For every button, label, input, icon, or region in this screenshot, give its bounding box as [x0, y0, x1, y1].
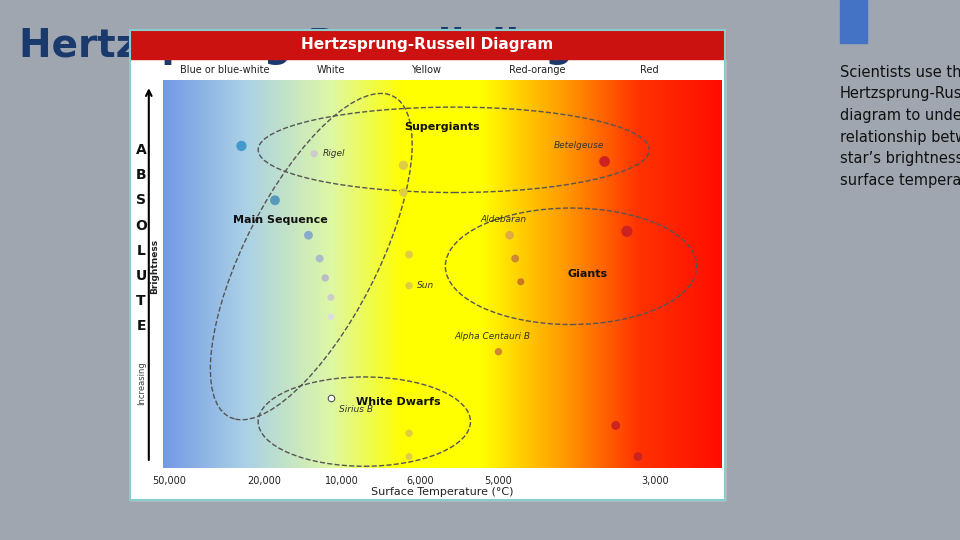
- Text: Main Sequence: Main Sequence: [233, 215, 328, 225]
- Text: Yellow: Yellow: [411, 65, 441, 75]
- Bar: [130, 30, 725, 59]
- Text: Aldebaran: Aldebaran: [481, 215, 527, 224]
- Point: [508, 254, 523, 263]
- Point: [324, 313, 339, 321]
- Text: S: S: [136, 193, 146, 207]
- Text: Giants: Giants: [567, 269, 608, 279]
- Text: Brightness: Brightness: [150, 239, 159, 294]
- Text: Alpha Centauri B: Alpha Centauri B: [455, 332, 531, 341]
- Point: [396, 188, 411, 197]
- Point: [401, 251, 417, 259]
- Text: Hertzsprung-Russell diagram: Hertzsprung-Russell diagram: [19, 27, 660, 65]
- Point: [608, 421, 623, 430]
- Text: Red-orange: Red-orange: [510, 65, 565, 75]
- Point: [631, 452, 646, 461]
- Bar: [130, 30, 725, 500]
- Point: [312, 254, 327, 263]
- Text: Sirius B: Sirius B: [339, 406, 373, 414]
- Point: [318, 274, 333, 282]
- Text: Hertzsprung-Russell Diagram: Hertzsprung-Russell Diagram: [301, 37, 553, 52]
- Text: Betelgeuse: Betelgeuse: [554, 141, 605, 151]
- Point: [513, 278, 528, 286]
- Text: 50,000: 50,000: [152, 476, 185, 487]
- Bar: [840, 0, 867, 43]
- Text: Red: Red: [640, 65, 659, 75]
- Point: [619, 227, 635, 235]
- Point: [401, 452, 417, 461]
- Point: [491, 347, 506, 356]
- Text: O: O: [135, 219, 147, 233]
- Point: [324, 394, 339, 403]
- Text: 20,000: 20,000: [247, 476, 280, 487]
- Text: Blue or blue-white: Blue or blue-white: [180, 65, 270, 75]
- Point: [233, 141, 249, 150]
- Text: White: White: [317, 65, 345, 75]
- Point: [300, 231, 316, 240]
- Text: White Dwarfs: White Dwarfs: [355, 397, 441, 407]
- Text: L: L: [136, 244, 146, 258]
- Text: 5,000: 5,000: [485, 476, 513, 487]
- Text: 3,000: 3,000: [641, 476, 669, 487]
- Point: [306, 150, 322, 158]
- Text: Sun: Sun: [418, 281, 435, 290]
- Text: T: T: [136, 294, 146, 308]
- Text: Scientists use the
Hertzsprung-Russell
diagram to understand the
relationship be: Scientists use the Hertzsprung-Russell d…: [840, 65, 960, 188]
- Text: 6,000: 6,000: [406, 476, 434, 487]
- Point: [502, 231, 517, 240]
- Text: Rigel: Rigel: [323, 149, 345, 158]
- Point: [401, 281, 417, 290]
- Text: B: B: [135, 168, 147, 182]
- Text: E: E: [136, 320, 146, 334]
- Bar: [130, 30, 725, 500]
- Text: Surface Temperature (°C): Surface Temperature (°C): [372, 487, 514, 497]
- Point: [401, 429, 417, 437]
- Text: U: U: [135, 269, 147, 283]
- Text: A: A: [135, 143, 147, 157]
- Point: [597, 157, 612, 166]
- Text: Supergiants: Supergiants: [405, 122, 480, 132]
- Point: [396, 161, 411, 170]
- Point: [267, 196, 282, 205]
- Text: Increasing: Increasing: [137, 361, 147, 404]
- Point: [324, 293, 339, 302]
- Text: 10,000: 10,000: [325, 476, 359, 487]
